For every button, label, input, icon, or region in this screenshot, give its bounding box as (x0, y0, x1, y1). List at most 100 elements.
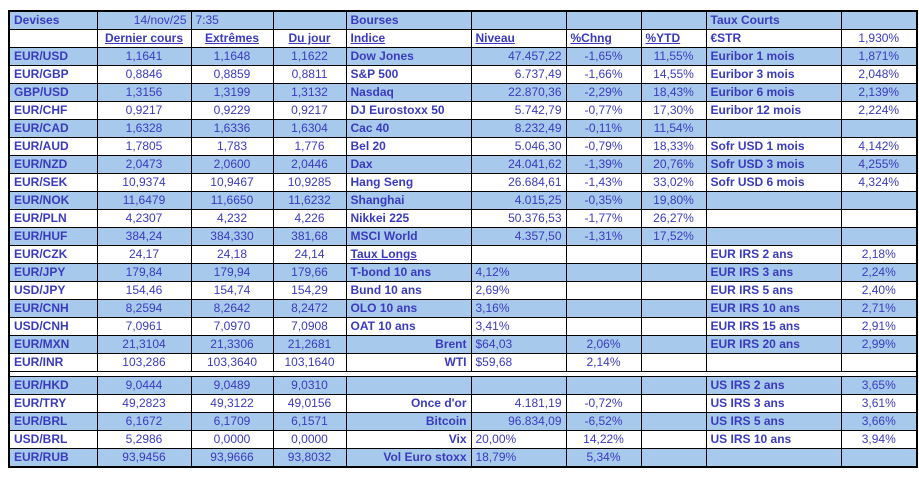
cell-rate-label: Euribor 1 mois (705, 47, 842, 66)
cell-niveau: 4.357,50 (470, 227, 567, 246)
cell-extremes: 9,0489 (190, 376, 274, 395)
table-row: USD/CNH 7,0961 7,0970 7,0908 OAT 10 ans 3,41%… (8, 317, 918, 336)
cell-pct-chng (565, 245, 642, 264)
table-row: EUR/CHF 0,9217 0,9229 0,9217 DJ Eurostoxx 50… (8, 101, 918, 120)
cell-indice: Bourses (345, 10, 472, 30)
cell-extremes: 0,0000 (190, 430, 274, 449)
cell-rate-label: EUR IRS 10 ans (705, 299, 842, 318)
cell-dernier-cours: Dernier cours (96, 29, 192, 48)
cell-pct-ytd: 17,30% (640, 101, 707, 120)
cell-rate-label (705, 209, 842, 228)
market-grid-body: Devises 14/nov/25 7:35 Bourses Taux Courts De… (8, 10, 918, 468)
cell-indice: Nikkei 225 (345, 209, 472, 228)
table-row: EUR/CZK 24,17 24,18 24,14 Taux Longs EUR IRS … (8, 245, 918, 264)
cell-niveau (470, 376, 567, 395)
cell-dernier-cours: 93,9456 (96, 448, 192, 468)
cell-niveau (470, 10, 567, 30)
market-dashboard-table: Devises 14/nov/25 7:35 Bourses Taux Courts De… (8, 10, 918, 468)
table-row: EUR/GBP 0,8846 0,8859 0,8811 S&P 500 6.737,49… (8, 65, 918, 84)
cell-pct-ytd (640, 10, 707, 30)
cell-rate-label: Sofr USD 3 mois (705, 155, 842, 174)
cell-pct-chng (565, 10, 642, 30)
cell-pair: EUR/MXN (8, 335, 98, 354)
cell-rate-value: 4,324% (840, 173, 918, 192)
cell-rate-value (840, 448, 918, 468)
cell-dernier-cours: 0,9217 (96, 101, 192, 120)
cell-dernier-cours: 9,0444 (96, 376, 192, 395)
cell-niveau: 24.041,62 (470, 155, 567, 174)
cell-niveau: 47.457,22 (470, 47, 567, 66)
cell-du-jour: 10,9285 (272, 173, 347, 192)
table-row: EUR/INR 103,286 103,3640 103,1640 WTI $59,68 2… (8, 353, 918, 372)
cell-rate-label: EUR IRS 5 ans (705, 281, 842, 300)
cell-rate-label: EUR IRS 20 ans (705, 335, 842, 354)
cell-niveau: $64,03 (470, 335, 567, 354)
cell-pct-ytd: 20,76% (640, 155, 707, 174)
cell-extremes: 1,1648 (190, 47, 274, 66)
cell-rate-value: 1,871% (840, 47, 918, 66)
table-row: GBP/USD 1,3156 1,3199 1,3132 Nasdaq 22.870,36… (8, 83, 918, 102)
cell-pct-ytd: %YTD (640, 29, 707, 48)
cell-dernier-cours: 21,3104 (96, 335, 192, 354)
cell-dernier-cours: 1,6328 (96, 119, 192, 138)
cell-du-jour: 1,776 (272, 137, 347, 156)
cell-pct-chng: -0,77% (565, 101, 642, 120)
cell-rate-value: 4,255% (840, 155, 918, 174)
cell-niveau: 8.232,49 (470, 119, 567, 138)
table-row: EUR/SEK 10,9374 10,9467 10,9285 Hang Seng 26.… (8, 173, 918, 192)
cell-rate-label: Euribor 12 mois (705, 101, 842, 120)
cell-rate-value (840, 209, 918, 228)
cell-niveau: 18,79% (470, 448, 567, 468)
cell-extremes: 4,232 (190, 209, 274, 228)
cell-rate-label: Euribor 6 mois (705, 83, 842, 102)
cell-rate-label: US IRS 2 ans (705, 376, 842, 395)
cell-indice: Vix (345, 430, 472, 449)
table-row: EUR/AUD 1,7805 1,783 1,776 Bel 20 5.046,30 -0,… (8, 137, 918, 156)
cell-rate-label: EUR IRS 3 ans (705, 263, 842, 282)
cell-rate-label (705, 191, 842, 210)
cell-pct-chng (565, 263, 642, 282)
cell-dernier-cours: 179,84 (96, 263, 192, 282)
cell-pair: USD/JPY (8, 281, 98, 300)
cell-dernier-cours: 49,2823 (96, 394, 192, 413)
cell-extremes: 7,0970 (190, 317, 274, 336)
cell-indice: T-bond 10 ans (345, 263, 472, 282)
cell-rate-value: 2,91% (840, 317, 918, 336)
table-row: USD/BRL 5,2986 0,0000 0,0000 Vix 20,00% 14,22%… (8, 430, 918, 449)
cell-extremes: 8,2642 (190, 299, 274, 318)
cell-dernier-cours: 154,46 (96, 281, 192, 300)
cell-pair: USD/BRL (8, 430, 98, 449)
cell-dernier-cours: 103,286 (96, 353, 192, 372)
cell-extremes: 21,3306 (190, 335, 274, 354)
cell-pair: EUR/NZD (8, 155, 98, 174)
cell-extremes: 49,3122 (190, 394, 274, 413)
cell-indice: Bel 20 (345, 137, 472, 156)
cell-pct-ytd: 11,54% (640, 119, 707, 138)
cell-pct-chng: 2,06% (565, 335, 642, 354)
table-row: EUR/USD 1,1641 1,1648 1,1622 Dow Jones 47.457… (8, 47, 918, 66)
cell-rate-value (840, 119, 918, 138)
cell-indice: DJ Eurostoxx 50 (345, 101, 472, 120)
cell-rate-value: 4,142% (840, 137, 918, 156)
cell-pair: EUR/BRL (8, 412, 98, 431)
cell-extremes: 1,783 (190, 137, 274, 156)
cell-pair: EUR/SEK (8, 173, 98, 192)
cell-indice: Once d'or (345, 394, 472, 413)
cell-niveau: Niveau (470, 29, 567, 48)
cell-pair: EUR/RUB (8, 448, 98, 468)
cell-extremes: 24,18 (190, 245, 274, 264)
cell-indice: Taux Longs (345, 245, 472, 264)
cell-pair: EUR/CAD (8, 119, 98, 138)
cell-indice: Vol Euro stoxx (345, 448, 472, 468)
table-row: EUR/BRL 6,1672 6,1709 6,1571 Bitcoin 96.834,0… (8, 412, 918, 431)
cell-pct-ytd (640, 448, 707, 468)
cell-extremes: 154,74 (190, 281, 274, 300)
table-row: EUR/CAD 1,6328 1,6336 1,6304 Cac 40 8.232,49-… (8, 119, 918, 138)
cell-pct-chng: -0,35% (565, 191, 642, 210)
table-row: USD/JPY 154,46 154,74 154,29 Bund 10 ans 2,69… (8, 281, 918, 300)
table-row: EUR/CNH 8,2594 8,2642 8,2472 OLO 10 ans 3,16%… (8, 299, 918, 318)
cell-pct-chng: -1,31% (565, 227, 642, 246)
cell-extremes: 2,0600 (190, 155, 274, 174)
cell-du-jour: 24,14 (272, 245, 347, 264)
